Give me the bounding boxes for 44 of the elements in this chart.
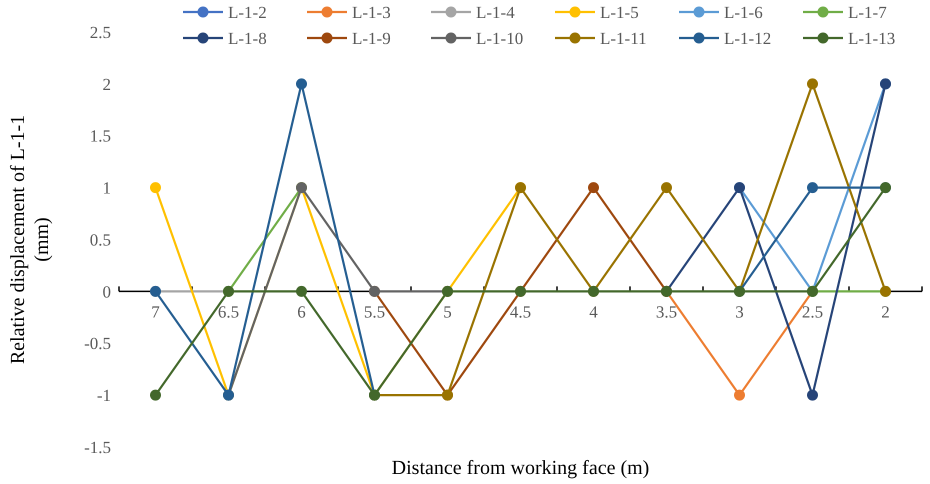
x-tick-label: 6 [297,302,306,322]
x-tick-label: 7 [151,302,160,322]
legend-label: L-1-6 [724,2,763,22]
y-tick-label: -1 [96,386,111,406]
point [807,390,818,401]
legend-label: L-1-11 [600,28,647,48]
y-tick-label: 2 [102,74,111,94]
y-tick-label: -0.5 [84,334,111,354]
point [661,182,672,194]
y-tick-label: 1.5 [90,126,111,146]
x-axis-title: Distance from working face (m) [392,457,650,479]
x-tick-label: 6.5 [218,302,240,322]
point [296,78,307,90]
x-tick-label: 3 [735,302,744,322]
y-tick-label: 0 [102,282,111,302]
x-tick-label: 2 [881,302,890,322]
x-tick-label: 5 [443,302,452,322]
legend-label: L-1-5 [600,2,639,22]
legend-label: L-1-2 [228,2,267,22]
point [150,182,161,194]
y-tick-label: 1 [102,178,111,198]
legend-label: L-1-3 [352,2,391,22]
legend-label: L-1-7 [848,2,888,22]
legend-label: L-1-8 [228,28,267,48]
legend-label: L-1-10 [476,28,524,48]
legend-label: L-1-13 [848,28,896,48]
point [807,182,818,194]
x-tick-label: 5.5 [364,302,386,322]
x-tick-label: 4 [589,302,598,322]
y-tick-label: -1.5 [84,438,111,457]
legend-label: L-1-9 [352,28,391,48]
point [588,182,599,194]
y-tick-label: 2.5 [90,22,111,42]
x-tick-label: 2.5 [802,302,824,322]
point [150,390,161,401]
point [807,78,818,90]
y-axis-title: Relative displacement of L-1-1 (mm) [7,114,53,364]
x-tick-label: 3.5 [656,302,678,322]
point [296,286,307,297]
y-tick-label: 0.5 [90,230,111,250]
point [734,390,745,401]
legend-label: L-1-12 [724,28,772,48]
x-tick-label: 4.5 [510,302,532,322]
legend-label: L-1-4 [476,2,516,22]
